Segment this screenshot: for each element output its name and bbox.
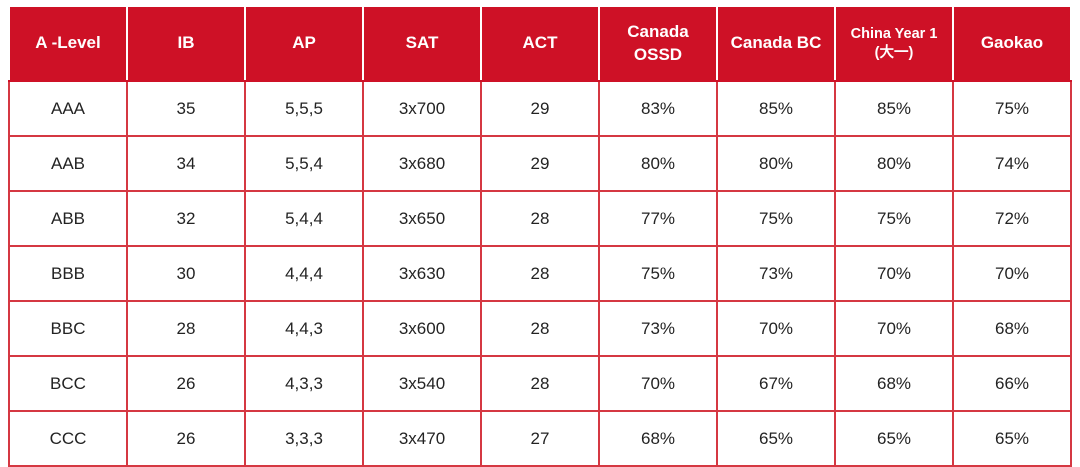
cell-canada-ossd: 83% [598,80,718,137]
cell-china-year-1: 80% [834,135,954,192]
entry-requirements-table-wrap: A -Level IB AP SAT ACT Canada OSSD Canad… [8,5,1072,467]
cell-sat: 3x600 [362,300,482,357]
cell-gaokao: 72% [952,190,1072,247]
cell-a-level: AAA [8,80,128,137]
cell-sat: 3x540 [362,355,482,412]
table-row: CCC 26 3,3,3 3x470 27 68% 65% 65% 65% [8,410,1072,467]
table-row: ABB 32 5,4,4 3x650 28 77% 75% 75% 72% [8,190,1072,247]
cell-china-year-1: 85% [834,80,954,137]
cell-canada-bc: 65% [716,410,836,467]
col-header-act: ACT [480,5,600,82]
col-header-china-year-1: China Year 1 (大一) [834,5,954,82]
header-row: A -Level IB AP SAT ACT Canada OSSD Canad… [8,5,1072,82]
cell-act: 29 [480,80,600,137]
cell-act: 28 [480,190,600,247]
cell-a-level: BCC [8,355,128,412]
cell-canada-ossd: 77% [598,190,718,247]
cell-ap: 4,3,3 [244,355,364,412]
cell-ib: 32 [126,190,246,247]
cell-act: 29 [480,135,600,192]
col-header-ib: IB [126,5,246,82]
cell-canada-bc: 73% [716,245,836,302]
cell-gaokao: 75% [952,80,1072,137]
cell-ib: 26 [126,355,246,412]
cell-ib: 30 [126,245,246,302]
cell-ib: 34 [126,135,246,192]
cell-canada-ossd: 70% [598,355,718,412]
entry-requirements-table: A -Level IB AP SAT ACT Canada OSSD Canad… [8,5,1072,467]
cell-sat: 3x650 [362,190,482,247]
cell-gaokao: 66% [952,355,1072,412]
cell-a-level: BBC [8,300,128,357]
cell-sat: 3x700 [362,80,482,137]
cell-canada-bc: 75% [716,190,836,247]
cell-ap: 4,4,4 [244,245,364,302]
cell-a-level: ABB [8,190,128,247]
cell-gaokao: 74% [952,135,1072,192]
cell-canada-bc: 85% [716,80,836,137]
table-row: BBC 28 4,4,3 3x600 28 73% 70% 70% 68% [8,300,1072,357]
cell-a-level: CCC [8,410,128,467]
col-header-ap: AP [244,5,364,82]
cell-china-year-1: 70% [834,245,954,302]
table-row: BCC 26 4,3,3 3x540 28 70% 67% 68% 66% [8,355,1072,412]
cell-canada-ossd: 68% [598,410,718,467]
cell-ib: 26 [126,410,246,467]
cell-china-year-1: 70% [834,300,954,357]
cell-canada-ossd: 73% [598,300,718,357]
table-row: AAB 34 5,5,4 3x680 29 80% 80% 80% 74% [8,135,1072,192]
cell-gaokao: 70% [952,245,1072,302]
cell-gaokao: 65% [952,410,1072,467]
cell-act: 28 [480,355,600,412]
table-row: BBB 30 4,4,4 3x630 28 75% 73% 70% 70% [8,245,1072,302]
cell-canada-ossd: 80% [598,135,718,192]
cell-gaokao: 68% [952,300,1072,357]
cell-china-year-1: 68% [834,355,954,412]
cell-ap: 3,3,3 [244,410,364,467]
cell-ib: 35 [126,80,246,137]
col-header-a-level: A -Level [8,5,128,82]
cell-ap: 5,5,4 [244,135,364,192]
col-header-canada-ossd: Canada OSSD [598,5,718,82]
cell-a-level: BBB [8,245,128,302]
cell-sat: 3x470 [362,410,482,467]
cell-act: 27 [480,410,600,467]
table-header: A -Level IB AP SAT ACT Canada OSSD Canad… [8,5,1072,82]
col-header-gaokao: Gaokao [952,5,1072,82]
cell-act: 28 [480,300,600,357]
table-row: AAA 35 5,5,5 3x700 29 83% 85% 85% 75% [8,80,1072,137]
cell-sat: 3x680 [362,135,482,192]
cell-ap: 5,5,5 [244,80,364,137]
cell-canada-bc: 70% [716,300,836,357]
cell-sat: 3x630 [362,245,482,302]
cell-ap: 4,4,3 [244,300,364,357]
cell-a-level: AAB [8,135,128,192]
col-header-sat: SAT [362,5,482,82]
cell-china-year-1: 75% [834,190,954,247]
table-body: AAA 35 5,5,5 3x700 29 83% 85% 85% 75% AA… [8,80,1072,467]
cell-ib: 28 [126,300,246,357]
cell-canada-ossd: 75% [598,245,718,302]
cell-act: 28 [480,245,600,302]
cell-ap: 5,4,4 [244,190,364,247]
col-header-canada-bc: Canada BC [716,5,836,82]
cell-canada-bc: 80% [716,135,836,192]
cell-canada-bc: 67% [716,355,836,412]
cell-china-year-1: 65% [834,410,954,467]
